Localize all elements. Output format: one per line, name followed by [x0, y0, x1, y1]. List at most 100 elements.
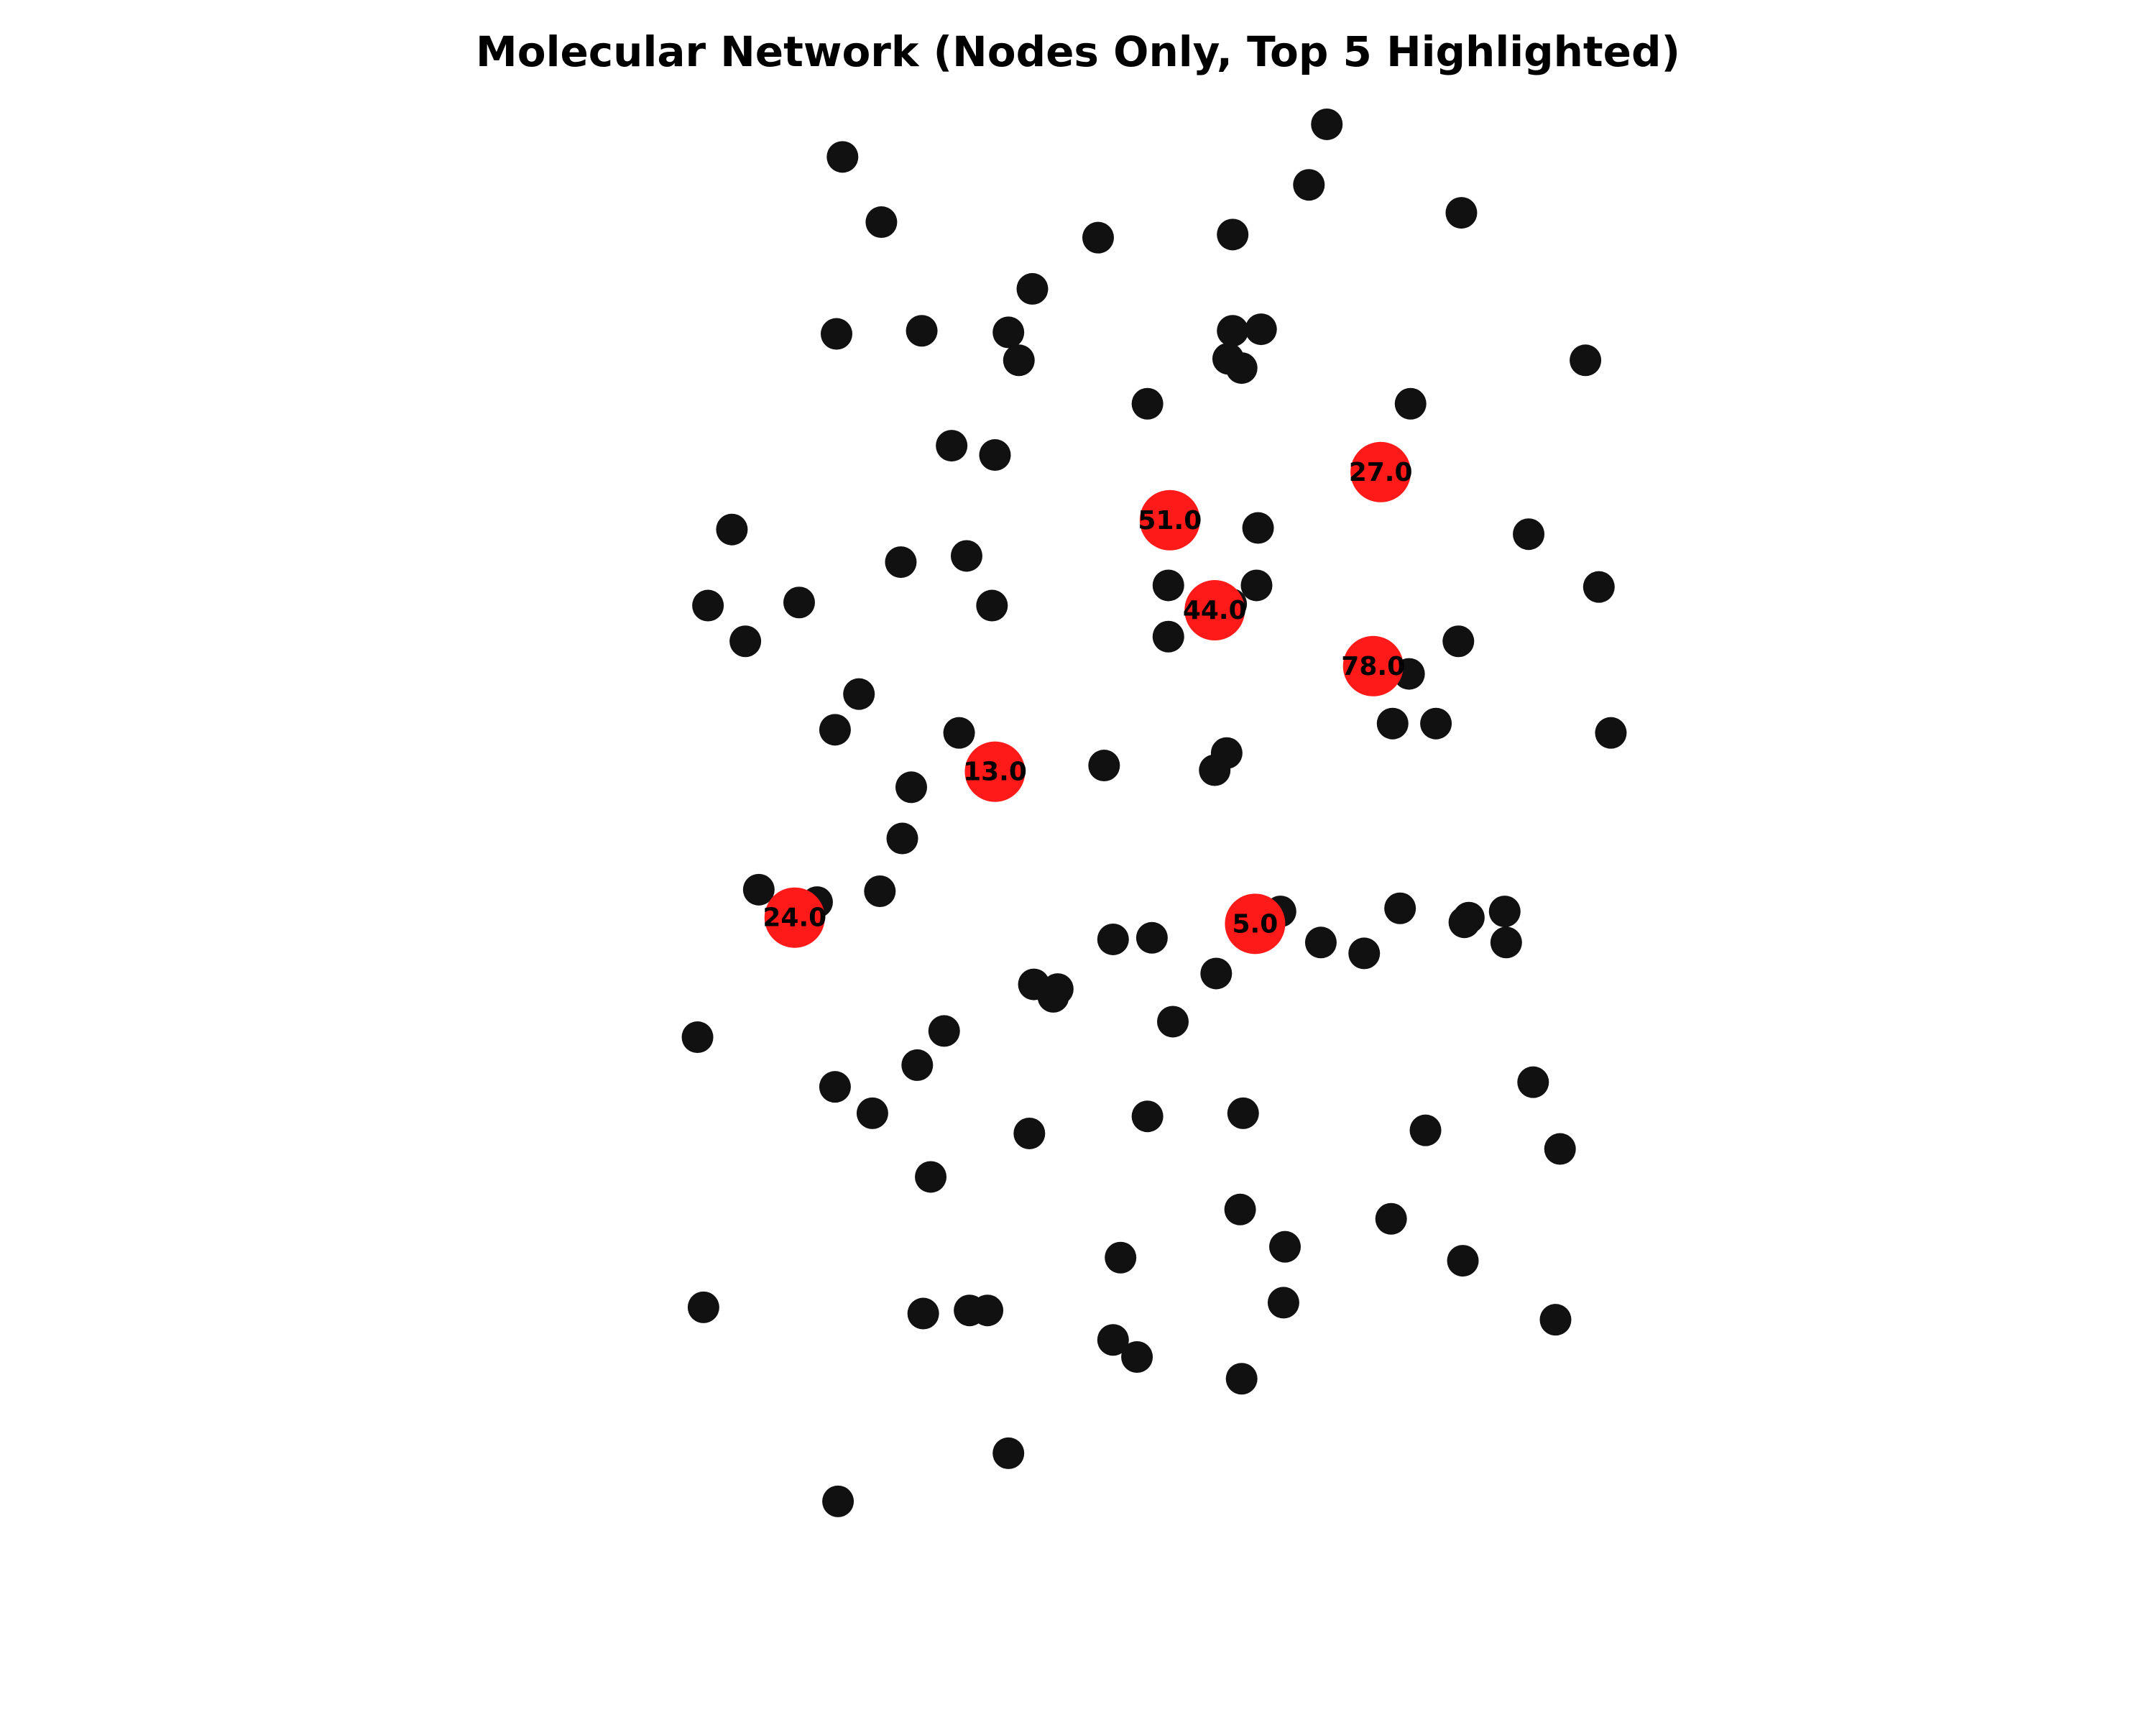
- node-point: [1394, 387, 1427, 420]
- node-point: [729, 625, 762, 658]
- node-point: [1240, 569, 1273, 602]
- node-point: [821, 318, 852, 350]
- node-point: [1442, 625, 1475, 658]
- highlighted-node-label: 13.0: [963, 758, 1027, 787]
- node-point: [886, 822, 918, 855]
- node-point: [1037, 980, 1069, 1013]
- node-point: [1539, 1304, 1572, 1336]
- node-point: [972, 1294, 1004, 1327]
- node-point: [819, 714, 851, 746]
- node-point: [1311, 108, 1343, 140]
- node-point: [1131, 1100, 1164, 1133]
- node-point: [895, 771, 927, 804]
- highlight-layer: 51.0 27.0 44.0 78.0 13.0 24.0 5.0: [763, 441, 1413, 954]
- node-point: [1517, 1066, 1549, 1098]
- node-point: [1082, 221, 1114, 254]
- node-point: [1097, 923, 1129, 955]
- highlighted-node-label: 44.0: [1183, 596, 1247, 625]
- node-point: [1227, 1097, 1259, 1129]
- node-point: [992, 1437, 1025, 1469]
- node-layer: [681, 108, 1627, 1517]
- node-point: [1121, 1341, 1153, 1373]
- node-point: [1570, 344, 1602, 377]
- node-point: [1135, 921, 1168, 954]
- highlighted-node: [1350, 441, 1411, 502]
- node-point: [1375, 1202, 1407, 1235]
- node-point: [1199, 754, 1231, 786]
- node-point: [1217, 218, 1249, 251]
- highlighted-node-label: 27.0: [1349, 458, 1413, 487]
- node-point: [1152, 569, 1184, 602]
- node-point: [865, 206, 898, 239]
- node-point: [901, 1049, 934, 1081]
- node-point: [1157, 1006, 1189, 1038]
- node-point: [1409, 1114, 1442, 1146]
- node-point: [783, 586, 815, 619]
- node-point: [1488, 896, 1521, 928]
- node-point: [1152, 620, 1184, 653]
- node-point: [1097, 1324, 1129, 1356]
- node-point: [1269, 1230, 1301, 1263]
- node-point: [843, 678, 875, 710]
- node-point: [1013, 1117, 1046, 1149]
- node-point: [1224, 1193, 1256, 1225]
- node-point: [692, 589, 724, 622]
- highlighted-node: [1139, 489, 1200, 551]
- node-point: [822, 1485, 854, 1517]
- highlighted-node: [964, 741, 1026, 802]
- highlighted-node-label: 5.0: [1233, 909, 1279, 939]
- node-point: [943, 717, 975, 749]
- node-point: [716, 513, 748, 546]
- highlighted-node: [764, 887, 825, 948]
- chart-title: Molecular Network (Nodes Only, Top 5 Hig…: [476, 27, 1680, 76]
- highlighted-node-label: 78.0: [1341, 652, 1405, 681]
- highlighted-node: [1184, 580, 1245, 641]
- node-point: [1225, 352, 1258, 385]
- node-point: [936, 430, 968, 462]
- node-point: [1447, 1245, 1479, 1277]
- node-point: [950, 540, 982, 572]
- node-point: [915, 1161, 947, 1193]
- highlighted-node: [1225, 893, 1286, 954]
- node-point: [1445, 197, 1478, 229]
- node-point: [928, 1015, 960, 1047]
- node-point: [1267, 1287, 1299, 1319]
- node-point: [1420, 707, 1452, 740]
- node-point: [864, 875, 896, 907]
- node-point: [1016, 272, 1049, 305]
- node-point: [1242, 512, 1274, 544]
- node-point: [1513, 518, 1545, 551]
- highlighted-node-label: 51.0: [1138, 506, 1202, 535]
- node-point: [1348, 937, 1381, 970]
- node-point: [907, 1297, 939, 1330]
- node-point: [742, 873, 775, 906]
- node-point: [1376, 707, 1409, 740]
- node-point: [687, 1291, 719, 1323]
- node-point: [1225, 1363, 1258, 1395]
- node-point: [856, 1097, 888, 1129]
- node-point: [1245, 313, 1277, 346]
- node-point: [826, 141, 859, 173]
- node-point: [1544, 1133, 1576, 1165]
- node-point: [1003, 344, 1035, 377]
- node-point: [1131, 387, 1164, 420]
- node-point: [681, 1021, 714, 1054]
- node-point: [885, 546, 917, 579]
- node-point: [1304, 926, 1337, 959]
- node-point: [1293, 169, 1325, 201]
- node-point: [906, 315, 938, 347]
- node-point: [1088, 750, 1120, 782]
- node-point: [1448, 906, 1480, 939]
- node-point: [1217, 315, 1249, 347]
- node-point: [819, 1071, 851, 1103]
- node-point: [1583, 571, 1615, 603]
- node-point: [1105, 1241, 1137, 1274]
- highlighted-node: [1342, 635, 1404, 696]
- node-point: [1200, 957, 1233, 990]
- node-point: [976, 589, 1008, 622]
- node-point: [979, 439, 1011, 472]
- node-point: [1595, 717, 1627, 749]
- node-point: [1490, 926, 1522, 959]
